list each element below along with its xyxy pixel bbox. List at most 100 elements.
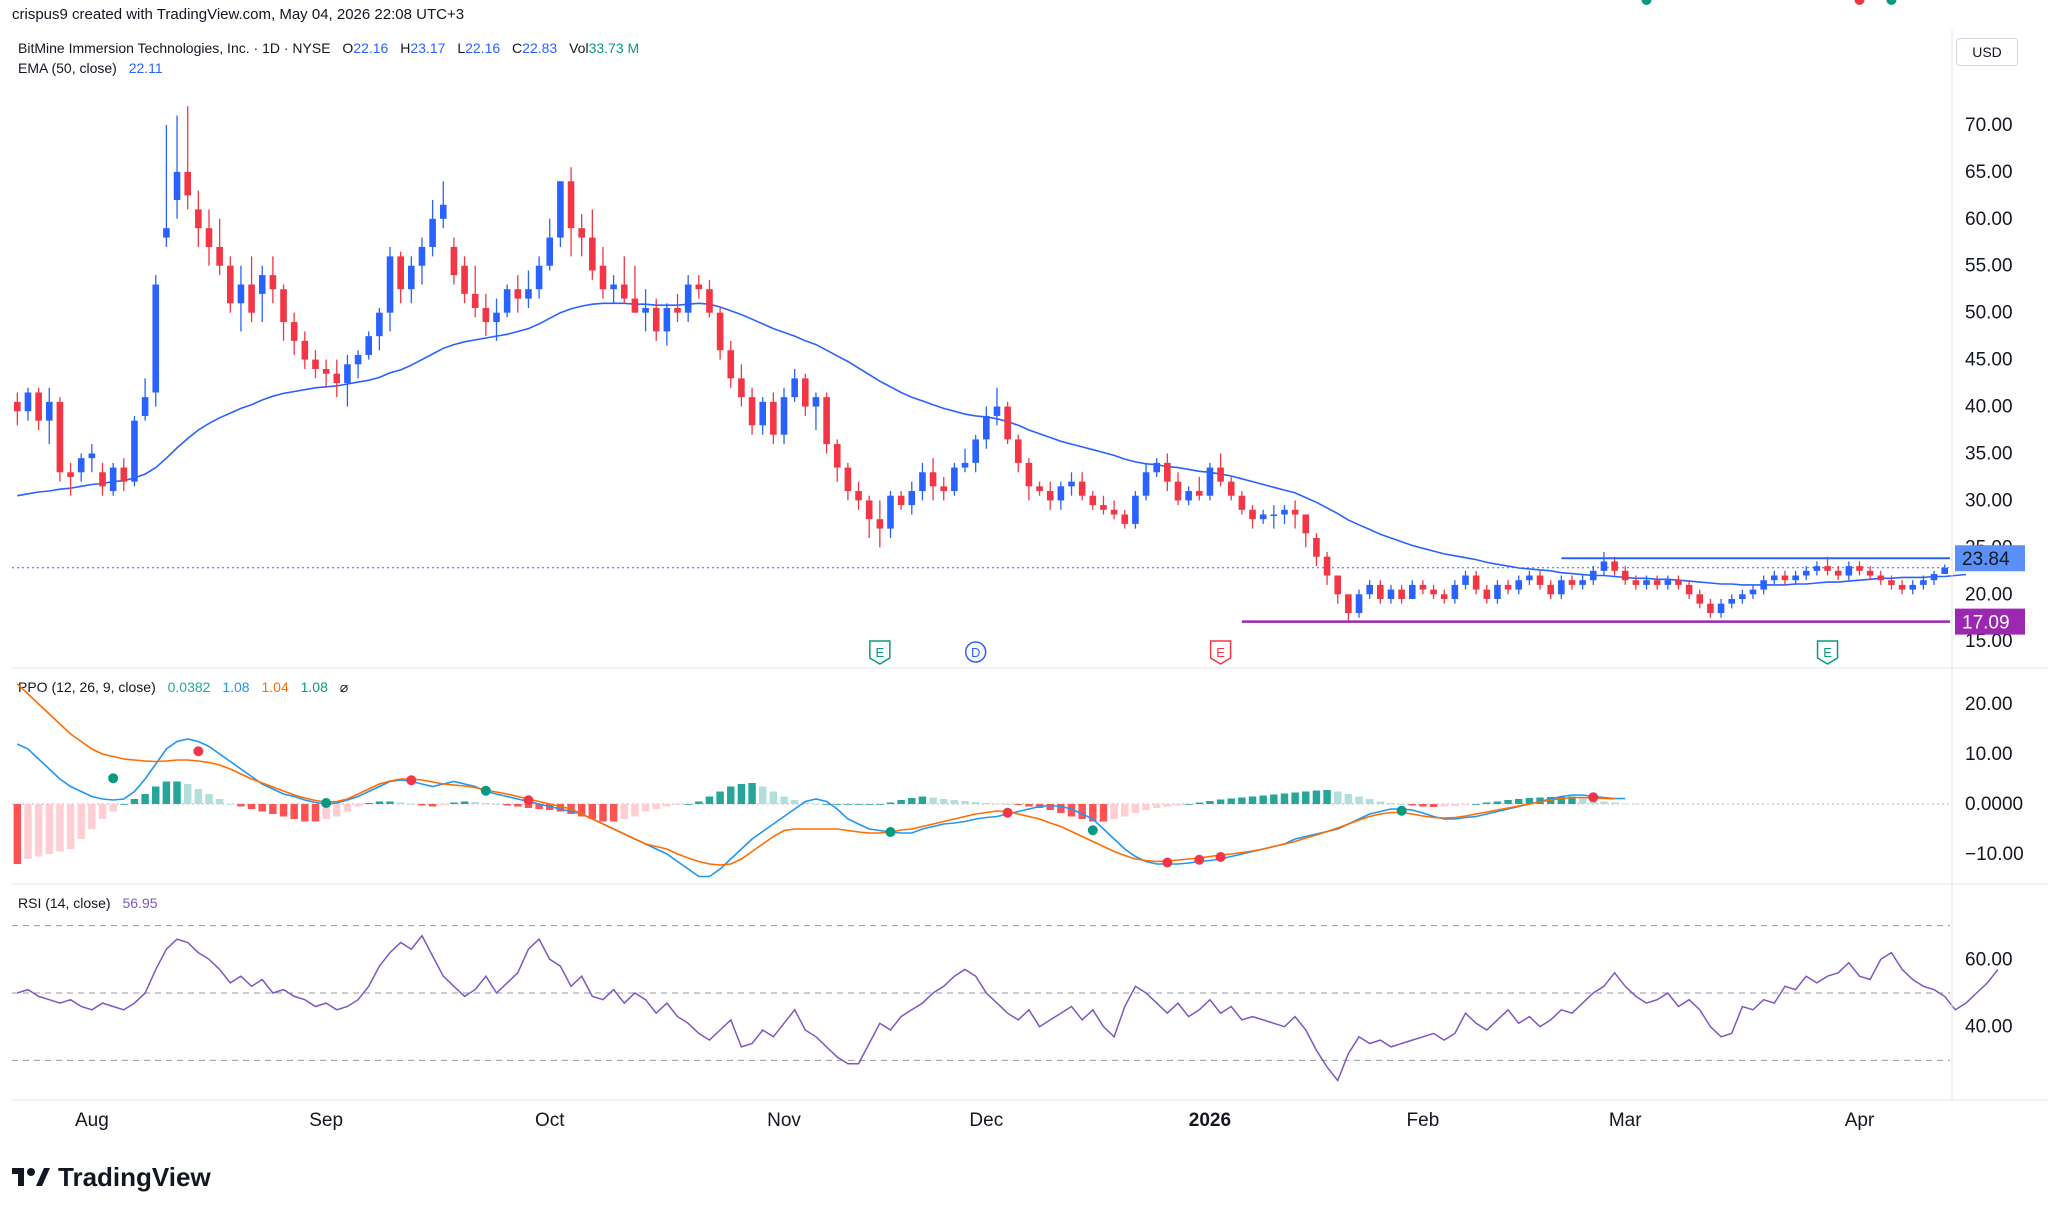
price-tick-label: 70.00 <box>1965 115 2013 136</box>
ppo-histogram-bar <box>1578 798 1587 804</box>
ppo-histogram-bar <box>1440 804 1448 807</box>
candle-body <box>557 181 564 238</box>
rsi-legend[interactable]: RSI (14, close) 56.95 <box>18 895 166 911</box>
candle-body <box>1408 584 1416 599</box>
candle-body <box>1323 556 1331 576</box>
ppo-histogram-bar <box>258 804 266 812</box>
ppo-histogram-bar <box>471 802 479 804</box>
candle-body <box>1089 495 1097 506</box>
ppo-histogram-bar <box>609 804 618 822</box>
ppo-histogram-bar <box>663 804 671 807</box>
candle-body <box>865 500 873 520</box>
candle-body <box>99 472 106 487</box>
candle-body <box>770 401 777 435</box>
candle-body <box>1707 603 1714 614</box>
candle-body <box>1153 462 1160 473</box>
ppo-value-2: 1.08 <box>222 679 250 695</box>
ppo-histogram-bar <box>1270 794 1278 804</box>
currency-button[interactable]: USD <box>1956 38 2018 66</box>
dividend-marker-icon <box>964 641 987 663</box>
ema-legend[interactable]: EMA (50, close) 22.11 <box>18 60 171 76</box>
candle-body <box>1334 575 1342 595</box>
ohlc-high: H23.17 <box>400 40 445 56</box>
candle-body <box>1078 481 1086 496</box>
ppo-histogram-bar <box>695 801 703 804</box>
candle-body <box>1046 491 1054 501</box>
ohlc-close: C22.83 <box>512 40 557 56</box>
ppo-bear-cross-dot <box>523 795 534 806</box>
time-tick-label: Apr <box>1845 1110 1875 1131</box>
ppo-histogram-bar <box>1525 798 1534 804</box>
candle-body <box>1430 589 1437 595</box>
candle-body <box>184 171 191 196</box>
candle-body <box>1749 589 1757 595</box>
ppo-histogram-bar <box>269 804 277 814</box>
time-tick-label: Aug <box>75 1110 109 1131</box>
candle-body <box>56 401 64 473</box>
candle-body <box>652 307 660 332</box>
candle-body <box>141 397 149 416</box>
ppo-histogram-bar <box>77 804 85 839</box>
ppo-histogram-bar <box>354 804 362 807</box>
ppo-histogram-bar <box>737 784 746 804</box>
ppo-histogram-bar <box>439 804 447 805</box>
ppo-histogram-bar <box>492 804 501 805</box>
support-price-label: 17.09 <box>1962 613 2010 634</box>
time-tick-label: Feb <box>1407 1110 1440 1131</box>
candle-body <box>1270 514 1278 516</box>
candle-body <box>940 486 948 492</box>
candle-body <box>1781 575 1789 581</box>
price-tick-label: 40.00 <box>1965 397 2013 418</box>
time-tick-label: Dec <box>969 1110 1003 1131</box>
ppo-histogram-bar <box>1142 804 1150 810</box>
time-tick-label: Sep <box>309 1110 343 1131</box>
candle-body <box>578 228 585 238</box>
candle-body <box>173 171 181 201</box>
candle-body <box>376 312 383 337</box>
candle-body <box>503 289 511 313</box>
ppo-histogram-bar <box>141 794 149 804</box>
candle-body <box>610 284 617 290</box>
volume: Vol33.73 M <box>569 40 639 56</box>
ppo-histogram-bar <box>535 804 543 809</box>
ppo-histogram-bar <box>1089 804 1097 822</box>
candle-body <box>876 519 884 529</box>
ppo-histogram-bar <box>982 803 991 804</box>
price-tick-label: 30.00 <box>1965 490 2013 511</box>
candle-body <box>205 228 213 247</box>
candle-body <box>791 378 798 398</box>
candle-body <box>738 378 745 398</box>
candle-body <box>1653 580 1661 585</box>
candle-body <box>1355 594 1363 614</box>
candle-body <box>1888 580 1895 585</box>
candle-body <box>1419 584 1427 590</box>
candle-body <box>525 289 532 299</box>
candle-body <box>408 265 415 290</box>
ppo-histogram-bar <box>1003 804 1012 805</box>
ppo-histogram-bar <box>290 804 298 819</box>
ppo-histogram-bar <box>1323 790 1331 804</box>
ppo-histogram-bar <box>1014 804 1022 805</box>
ppo-histogram-bar <box>652 804 660 809</box>
ppo-histogram-bar <box>1046 804 1054 810</box>
candle-body <box>1217 467 1224 482</box>
ppo-histogram-bar <box>940 799 948 804</box>
price-pane: 70.00 65.00 60.00 55.00 50.00 45.00 40.00 35.00… <box>12 106 2025 665</box>
ppo-histogram-bar <box>428 804 437 807</box>
ppo-tick-label: 0.0000 <box>1965 794 2023 815</box>
ppo-histogram-bar <box>173 781 181 804</box>
earnings-marker-icon <box>869 640 891 665</box>
ppo-histogram-bar <box>279 804 288 817</box>
candle-body <box>1195 491 1203 496</box>
ppo-histogram-bar <box>226 804 235 805</box>
candle-body <box>290 322 298 341</box>
candle-body <box>1025 462 1033 487</box>
symbol-name[interactable]: BitMine Immersion Technologies, Inc. · 1… <box>18 40 331 56</box>
ppo-tick-label: 10.00 <box>1965 744 2013 765</box>
ppo-legend[interactable]: PPO (12, 26, 9, close) 0.0382 1.08 1.04 … <box>18 679 356 696</box>
candle-body <box>333 373 341 384</box>
candle-body <box>1866 570 1874 576</box>
candle-body <box>77 458 85 473</box>
ema-line <box>17 302 1967 586</box>
